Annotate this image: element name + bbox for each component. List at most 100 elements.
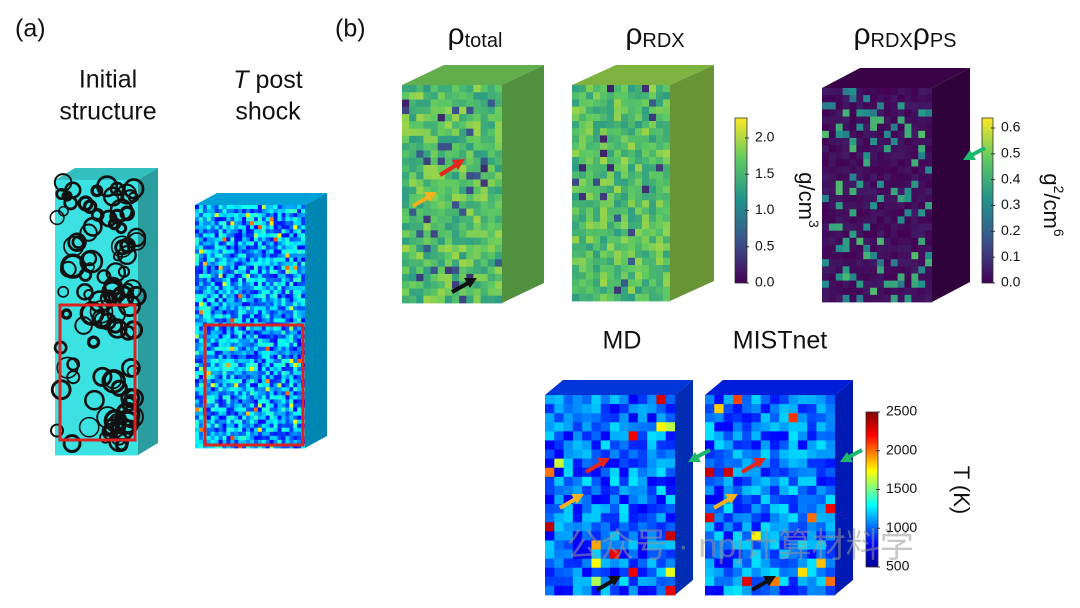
voxel [579, 121, 587, 129]
voxel [779, 540, 789, 550]
voxel [277, 395, 282, 400]
voxel [788, 585, 799, 596]
voxel [579, 171, 587, 179]
voxel [663, 286, 671, 295]
colorbar-unit: g2/cm6 [1039, 173, 1067, 237]
voxel [480, 281, 489, 289]
voxel [849, 223, 857, 232]
voxel [925, 230, 933, 239]
voxel [911, 137, 919, 146]
voxel [430, 252, 439, 260]
voxel [238, 269, 243, 275]
voxel [277, 338, 282, 344]
arrow-head [963, 150, 976, 160]
voxel [210, 415, 216, 421]
arrow-head [608, 576, 621, 586]
voxel [883, 216, 892, 224]
voxel [770, 413, 780, 423]
voxel [257, 439, 263, 445]
voxel [607, 171, 615, 179]
voxel [600, 250, 608, 259]
voxel [835, 237, 844, 246]
voxel [487, 114, 496, 122]
voxel [554, 549, 564, 560]
voxel [883, 209, 892, 217]
voxel [732, 395, 743, 405]
voxel [897, 180, 905, 189]
voxel [656, 236, 664, 244]
voxel [402, 230, 410, 238]
arrow-head [464, 278, 477, 288]
voxel [218, 273, 223, 279]
voxel [890, 109, 899, 117]
voxel [214, 375, 219, 380]
voxel [202, 286, 208, 291]
voxel [409, 194, 417, 202]
voxel [705, 476, 715, 487]
voxel [656, 92, 664, 100]
voxel [807, 458, 817, 469]
voxel [572, 440, 583, 450]
voxel [257, 298, 263, 303]
voxel [619, 440, 629, 450]
voxel [214, 383, 219, 388]
voxel [206, 423, 212, 429]
voxel [877, 173, 885, 182]
voxel [257, 346, 263, 352]
voxel [218, 439, 223, 445]
voxel [273, 358, 278, 364]
colorbar-tick-label: 500 [886, 558, 910, 574]
voxel [281, 217, 286, 222]
voxel [437, 164, 446, 173]
voxel [614, 99, 622, 107]
voxel [572, 531, 583, 541]
voxel [285, 379, 290, 384]
voxel [473, 172, 481, 180]
voxel [870, 202, 878, 210]
voxel [494, 244, 503, 253]
voxel [218, 407, 223, 412]
voxel [430, 266, 439, 275]
voxel [297, 290, 302, 295]
voxel [261, 399, 267, 404]
voxel [863, 130, 871, 139]
voxel [890, 166, 899, 174]
voxel [423, 244, 431, 253]
voxel [816, 431, 827, 441]
voxel [600, 476, 611, 487]
voxel [586, 229, 594, 237]
voxel [473, 273, 481, 282]
voxel [649, 214, 657, 223]
voxel [835, 123, 844, 132]
voxel [572, 243, 580, 251]
voxel [911, 195, 919, 203]
voxel [607, 265, 615, 273]
voxel [416, 143, 424, 151]
voxel [591, 413, 602, 423]
voxel [210, 290, 216, 295]
voxel [250, 253, 255, 259]
voxel [842, 280, 850, 289]
voxel [265, 310, 271, 315]
voxel [195, 379, 200, 384]
voxel [230, 375, 235, 380]
voxel [870, 137, 878, 146]
voxel [637, 458, 648, 469]
voxel [473, 252, 481, 260]
voxel [863, 137, 871, 146]
voxel [807, 558, 817, 569]
voxel [293, 326, 298, 331]
voxel [742, 585, 752, 596]
voxel [665, 395, 676, 405]
voxel [409, 85, 417, 93]
voxel [816, 422, 827, 432]
voxel [198, 225, 204, 230]
voxel [890, 216, 899, 224]
voxel [218, 245, 223, 250]
voxel [250, 257, 255, 263]
voxel [277, 435, 282, 441]
voxel [281, 415, 286, 421]
voxel [835, 195, 844, 203]
voxel [289, 310, 294, 315]
voxel [423, 295, 431, 304]
